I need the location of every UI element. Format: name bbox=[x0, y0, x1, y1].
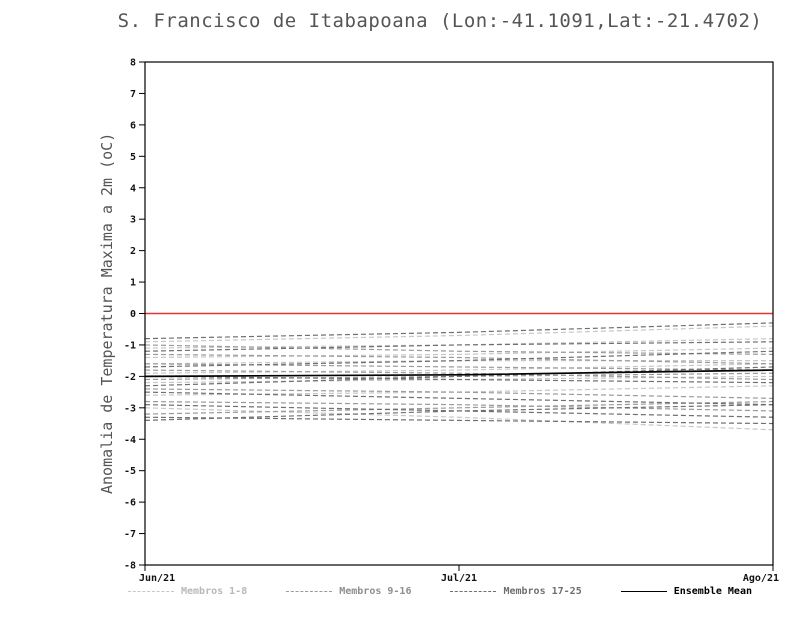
solid-line-swatch bbox=[620, 591, 667, 592]
legend-label: Ensemble Mean bbox=[673, 586, 752, 597]
y-tick-label: 0 bbox=[130, 309, 136, 320]
ensemble-member-line bbox=[144, 322, 774, 340]
ensemble-member-line bbox=[144, 400, 774, 412]
y-tick-label: 5 bbox=[130, 152, 136, 163]
y-tick-label: -2 bbox=[124, 372, 136, 383]
y-tick-label: -3 bbox=[124, 403, 136, 414]
legend-label: Membros 1-8 bbox=[181, 586, 248, 597]
y-tick-label: -4 bbox=[124, 435, 136, 446]
chart-legend: Membros 1-8 Membros 9-16 Membros 17-25 E… bbox=[128, 586, 752, 597]
ensemble-member-line bbox=[144, 341, 774, 352]
plot-border bbox=[144, 61, 774, 566]
ensemble-member-line bbox=[144, 350, 774, 368]
ensemble-member-line bbox=[144, 385, 774, 396]
x-tick-label: Jun/21 bbox=[139, 573, 175, 584]
y-tick-label: 3 bbox=[130, 215, 136, 226]
ensemble-member-line bbox=[144, 344, 774, 355]
y-tick-label: -5 bbox=[124, 466, 136, 477]
chart-title: S. Francisco de Itabapoana (Lon:-41.1091… bbox=[117, 10, 763, 32]
y-tick-label: 7 bbox=[130, 89, 136, 100]
legend-label: Membros 9-16 bbox=[339, 586, 412, 597]
y-tick-label: 6 bbox=[130, 120, 136, 131]
legend-item-membros-17-25: Membros 17-25 bbox=[450, 586, 582, 597]
legend-item-membros-1-8: Membros 1-8 bbox=[128, 586, 247, 597]
y-tick-label: 8 bbox=[130, 58, 136, 69]
y-tick-label: 2 bbox=[130, 246, 136, 257]
y-tick-label: 4 bbox=[130, 183, 136, 194]
ensemble-member-line bbox=[144, 400, 774, 415]
ensemble-member-line bbox=[144, 388, 774, 399]
legend-item-ensemble-mean: Ensemble Mean bbox=[620, 586, 752, 597]
dashed-line-swatch bbox=[450, 591, 497, 592]
legend-item-membros-9-16: Membros 9-16 bbox=[286, 586, 411, 597]
ensemble-member-line bbox=[144, 363, 774, 371]
ensemble-member-line bbox=[144, 338, 774, 349]
ensemble-member-line bbox=[144, 407, 774, 431]
dashed-line-swatch bbox=[128, 591, 174, 592]
y-tick-label: -1 bbox=[124, 340, 136, 351]
ensemble-member-line bbox=[144, 353, 774, 365]
y-tick-label: -6 bbox=[124, 498, 136, 509]
legend-label: Membros 17-25 bbox=[503, 586, 582, 597]
ensemble-member-line bbox=[144, 404, 774, 421]
ensemble-member-line bbox=[144, 375, 774, 384]
y-tick-label: -7 bbox=[124, 529, 136, 540]
ensemble-mean-line bbox=[144, 369, 774, 378]
ensemble-member-line bbox=[144, 366, 774, 387]
ensemble-member-line bbox=[144, 391, 774, 406]
dashed-line-swatch bbox=[286, 591, 333, 592]
x-tick-label: Ago/21 bbox=[743, 573, 779, 584]
ensemble-member-line bbox=[144, 416, 774, 425]
y-tick-label: -8 bbox=[124, 561, 136, 572]
ensemble-member-line bbox=[144, 347, 774, 359]
y-tick-label: 1 bbox=[130, 278, 136, 289]
ensemble-member-line bbox=[144, 369, 774, 381]
x-tick-label: Jul/21 bbox=[441, 573, 477, 584]
ensemble-member-line bbox=[144, 363, 774, 374]
ensemble-member-line bbox=[144, 325, 774, 343]
